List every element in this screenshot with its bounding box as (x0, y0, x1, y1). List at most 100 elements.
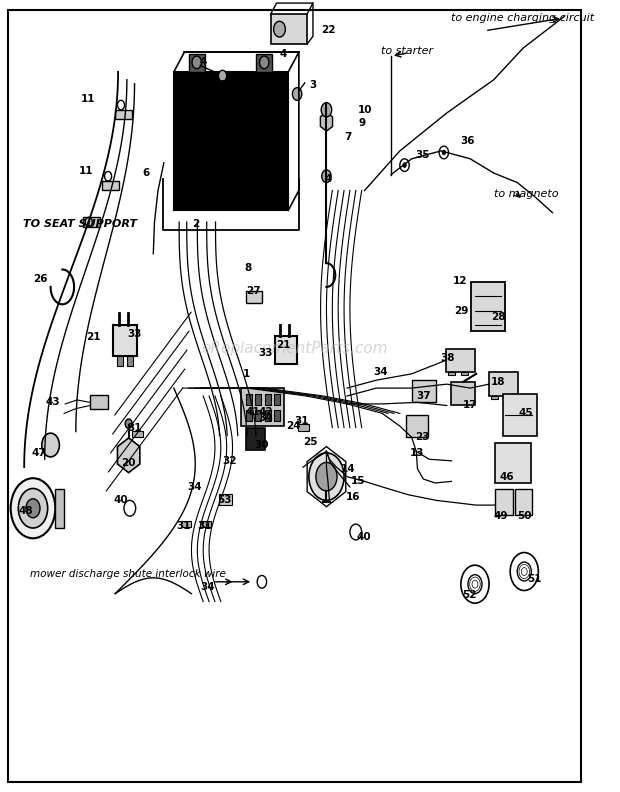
Text: 31: 31 (198, 521, 212, 531)
Bar (90, 395, 107, 409)
Text: 2: 2 (192, 219, 199, 229)
Text: 43: 43 (45, 398, 60, 407)
Text: 29: 29 (454, 307, 469, 317)
Text: 32: 32 (223, 456, 237, 466)
Bar (256, 55, 272, 72)
Text: 7: 7 (345, 131, 352, 142)
Circle shape (322, 170, 331, 182)
Text: 34: 34 (187, 482, 202, 492)
Text: 46: 46 (499, 472, 514, 482)
Text: 40: 40 (356, 531, 371, 542)
Text: 51: 51 (528, 574, 542, 584)
Circle shape (309, 453, 344, 501)
Text: 35: 35 (415, 150, 430, 160)
Bar (405, 415, 428, 437)
Text: eReplacementParts.com: eReplacementParts.com (201, 341, 388, 356)
Circle shape (293, 88, 302, 101)
Bar (448, 372, 455, 375)
Text: to starter: to starter (381, 46, 433, 56)
Text: 33: 33 (127, 329, 142, 339)
Bar (255, 394, 261, 406)
Text: 11: 11 (79, 166, 93, 177)
Bar (489, 372, 518, 396)
Bar (113, 325, 137, 356)
Text: 38: 38 (441, 353, 455, 363)
Circle shape (218, 70, 227, 82)
Text: 13: 13 (410, 448, 425, 458)
Text: 4: 4 (200, 57, 207, 67)
Text: 11: 11 (81, 93, 95, 104)
Circle shape (260, 56, 269, 69)
Text: 31: 31 (127, 423, 142, 432)
Bar (495, 444, 531, 483)
Text: 15: 15 (350, 476, 365, 486)
Bar (271, 14, 307, 44)
Bar (412, 380, 436, 402)
Text: 4: 4 (249, 78, 257, 89)
Bar (83, 217, 100, 227)
Bar (200, 521, 211, 527)
Circle shape (273, 21, 285, 37)
Bar (115, 110, 131, 120)
Text: 8: 8 (245, 263, 252, 273)
Circle shape (321, 103, 332, 117)
Bar (102, 181, 118, 190)
Bar (275, 336, 296, 364)
Circle shape (26, 499, 40, 518)
Text: 42: 42 (259, 407, 273, 417)
Bar (246, 428, 265, 450)
Bar (503, 394, 536, 436)
Text: 33: 33 (259, 348, 273, 357)
Bar (471, 282, 505, 331)
Bar (132, 431, 143, 437)
Text: 18: 18 (491, 377, 506, 386)
Bar (265, 410, 271, 421)
Text: 34: 34 (259, 413, 273, 423)
Bar (492, 396, 498, 399)
Text: 21: 21 (86, 332, 100, 341)
Text: 36: 36 (460, 136, 474, 147)
Text: TO SEAT SUPPORT: TO SEAT SUPPORT (23, 219, 137, 229)
Bar (446, 348, 475, 372)
Circle shape (442, 150, 446, 155)
Bar (55, 489, 64, 528)
Text: 25: 25 (303, 437, 318, 447)
Text: 53: 53 (218, 495, 232, 505)
Text: 34: 34 (374, 367, 388, 377)
Text: 10: 10 (357, 105, 372, 115)
Text: to engine charging circuit: to engine charging circuit (451, 13, 595, 23)
Bar (515, 489, 533, 515)
Circle shape (316, 463, 337, 491)
Bar (128, 356, 133, 366)
Bar (174, 72, 288, 210)
Bar (117, 356, 123, 366)
Text: 6: 6 (142, 168, 149, 178)
Text: 27: 27 (246, 286, 260, 296)
Text: 45: 45 (519, 409, 533, 418)
Text: 16: 16 (345, 492, 360, 502)
Text: 4: 4 (324, 173, 332, 184)
Bar (181, 521, 192, 527)
Circle shape (403, 163, 406, 168)
Text: 31: 31 (294, 417, 309, 426)
Bar (451, 382, 475, 406)
Bar (298, 425, 309, 431)
Bar (274, 394, 280, 406)
Bar (495, 489, 513, 515)
Text: 48: 48 (18, 505, 33, 516)
Bar (265, 394, 271, 406)
Text: 41: 41 (246, 407, 260, 417)
Text: 30: 30 (255, 440, 269, 450)
Text: 23: 23 (415, 432, 430, 442)
Text: 17: 17 (463, 401, 477, 410)
Bar (219, 494, 232, 505)
Text: 14: 14 (341, 464, 355, 474)
Text: 47: 47 (32, 448, 46, 458)
Bar (461, 372, 468, 375)
Bar (241, 388, 283, 426)
Bar (246, 291, 262, 303)
Bar (246, 394, 252, 406)
Circle shape (19, 489, 48, 528)
Text: 50: 50 (517, 511, 531, 521)
Text: 31: 31 (177, 521, 191, 531)
